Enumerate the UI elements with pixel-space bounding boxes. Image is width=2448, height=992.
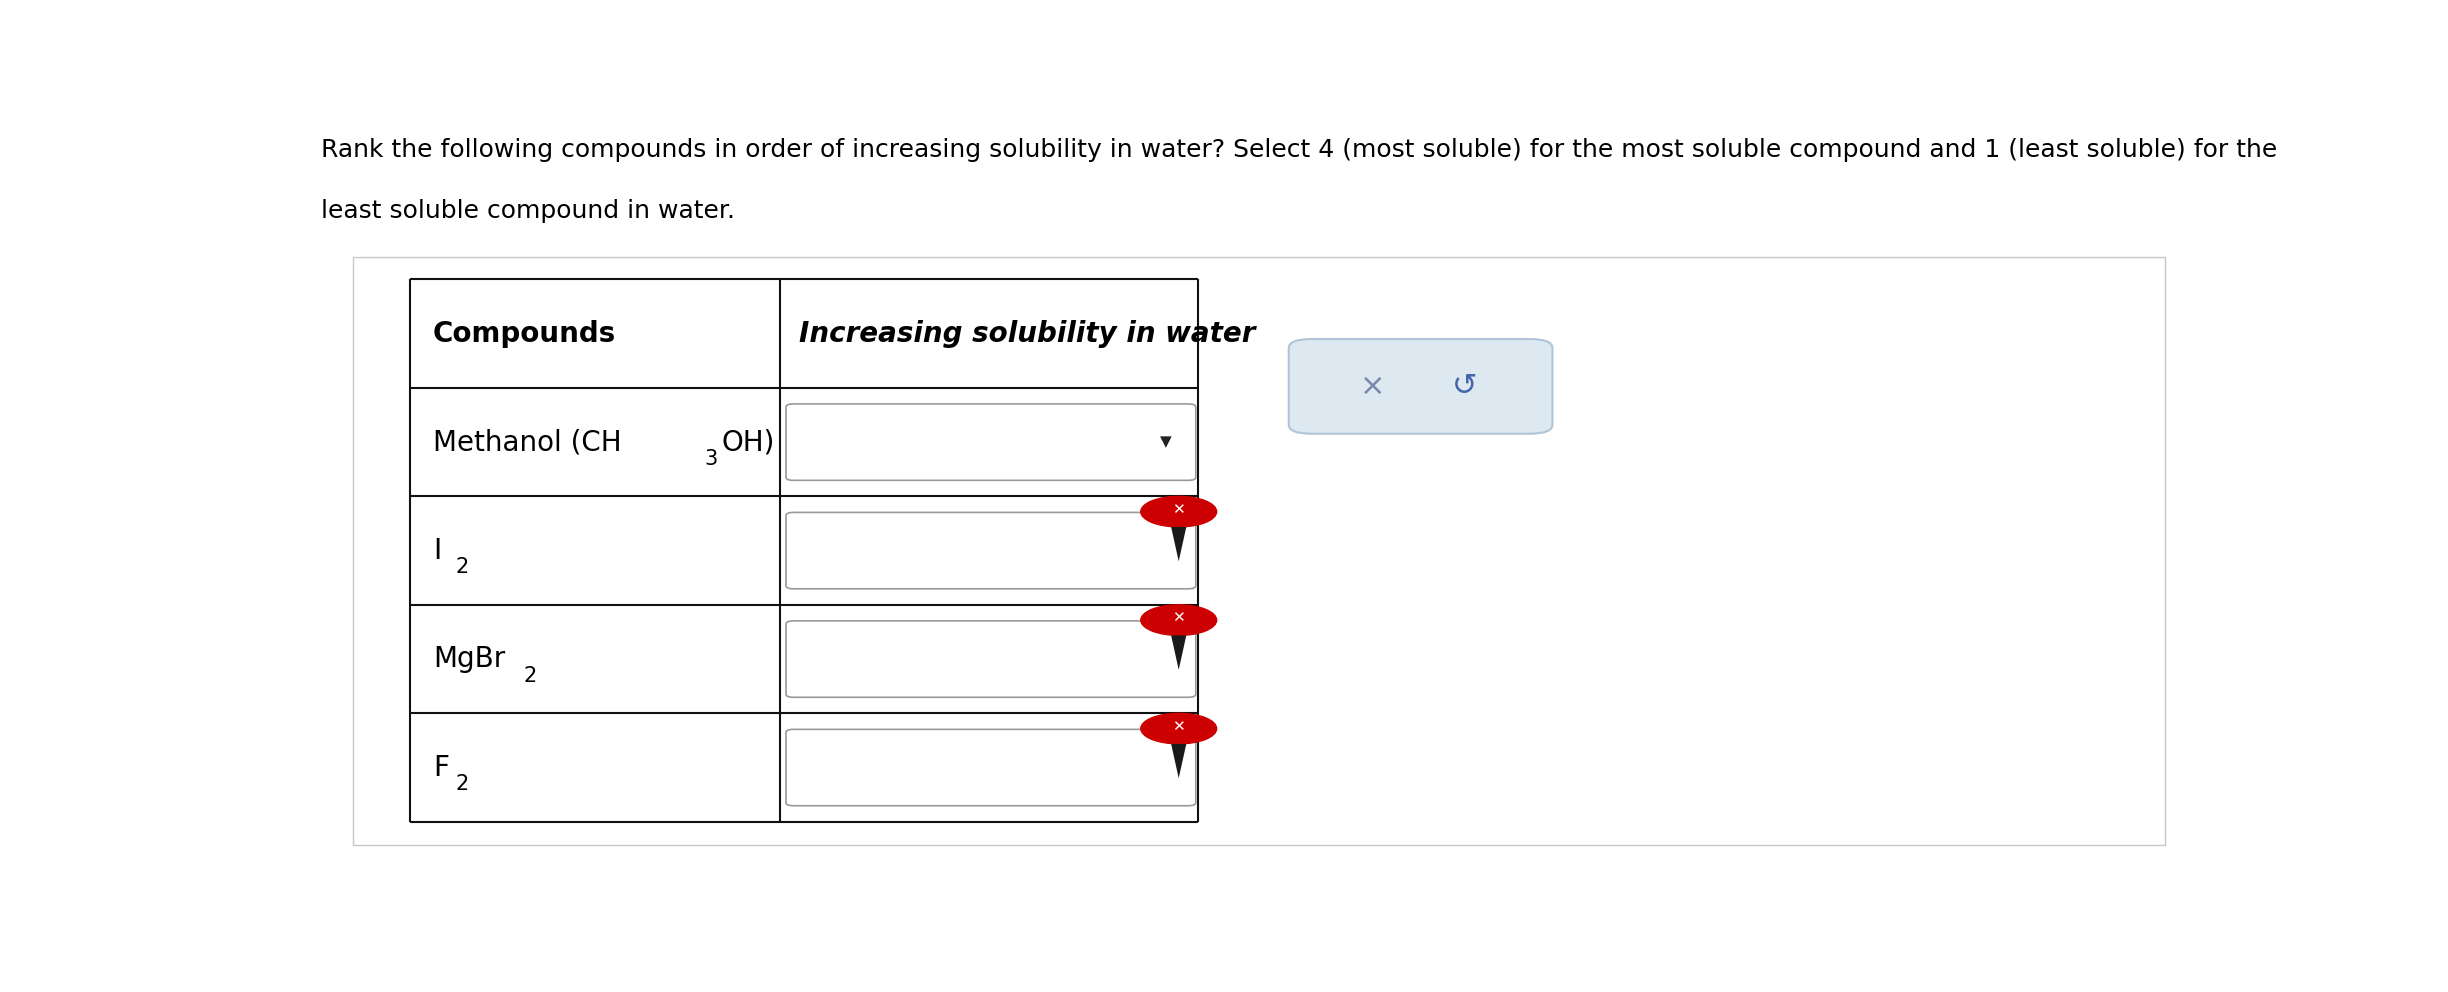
Text: ×: × (1359, 372, 1386, 401)
FancyBboxPatch shape (786, 404, 1195, 480)
Text: ↺: ↺ (1452, 372, 1476, 401)
Text: OH): OH) (722, 429, 774, 456)
FancyBboxPatch shape (786, 621, 1195, 697)
FancyBboxPatch shape (1288, 339, 1552, 434)
Text: 2: 2 (455, 775, 470, 795)
FancyBboxPatch shape (786, 729, 1195, 806)
Text: 3: 3 (705, 449, 717, 469)
Text: MgBr: MgBr (433, 645, 504, 674)
Text: Methanol (CH: Methanol (CH (433, 429, 622, 456)
Circle shape (1141, 496, 1217, 527)
Text: F: F (433, 754, 448, 782)
Text: ✕: ✕ (1173, 502, 1185, 517)
Text: 2: 2 (455, 558, 470, 577)
Text: 2: 2 (524, 666, 536, 685)
FancyBboxPatch shape (353, 257, 2166, 845)
Text: ✕: ✕ (1173, 610, 1185, 625)
Text: ▼: ▼ (1160, 434, 1170, 449)
Text: Increasing solubility in water: Increasing solubility in water (800, 319, 1256, 347)
Text: 1 (least soluble): 1 (least soluble) (808, 645, 1031, 674)
Circle shape (1141, 713, 1217, 744)
Polygon shape (1170, 527, 1187, 561)
Text: 4 (most soluble): 4 (most soluble) (808, 429, 1033, 456)
Text: ✕: ✕ (1173, 719, 1185, 734)
FancyBboxPatch shape (786, 513, 1195, 589)
Text: 2: 2 (808, 754, 825, 782)
Text: least soluble compound in water.: least soluble compound in water. (321, 199, 734, 223)
Text: 3: 3 (808, 537, 825, 564)
Text: Compounds: Compounds (433, 319, 617, 347)
Polygon shape (1170, 744, 1187, 779)
Circle shape (1141, 605, 1217, 636)
Text: I: I (433, 537, 441, 564)
Polygon shape (1170, 636, 1187, 670)
Text: Rank the following compounds in order of increasing solubility in water? Select : Rank the following compounds in order of… (321, 138, 2277, 162)
